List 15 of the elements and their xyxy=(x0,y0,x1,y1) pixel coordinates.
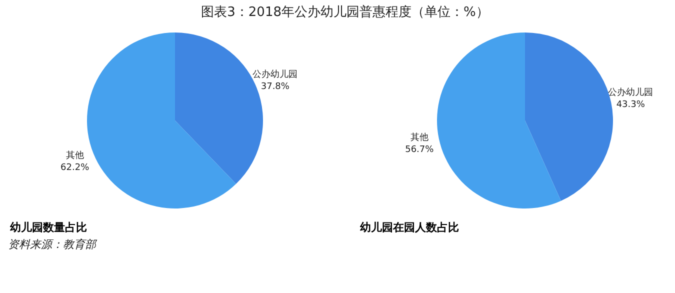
pie-slice xyxy=(437,32,561,208)
slice-label: 公办幼儿园 xyxy=(252,69,298,80)
slice-label: 其他 xyxy=(410,132,428,144)
data-label: 62.2% xyxy=(60,162,90,173)
text: 图表3：2018年公办幼儿园普惠程度（单位：%） xyxy=(201,4,489,20)
text: 幼儿园数量占比 xyxy=(9,221,87,234)
data-label: 43.3% xyxy=(616,100,646,110)
text: 资料来源：教育部 xyxy=(8,237,98,252)
text: 幼儿园在园人数占比 xyxy=(359,221,459,234)
pie-slice xyxy=(175,32,263,184)
data-label: 37.8% xyxy=(260,82,290,92)
data-label: 56.7% xyxy=(405,145,434,156)
slice-label: 公办幼儿园 xyxy=(608,86,654,98)
pie-slice xyxy=(87,32,236,208)
slice-label: 其他 xyxy=(66,150,84,161)
